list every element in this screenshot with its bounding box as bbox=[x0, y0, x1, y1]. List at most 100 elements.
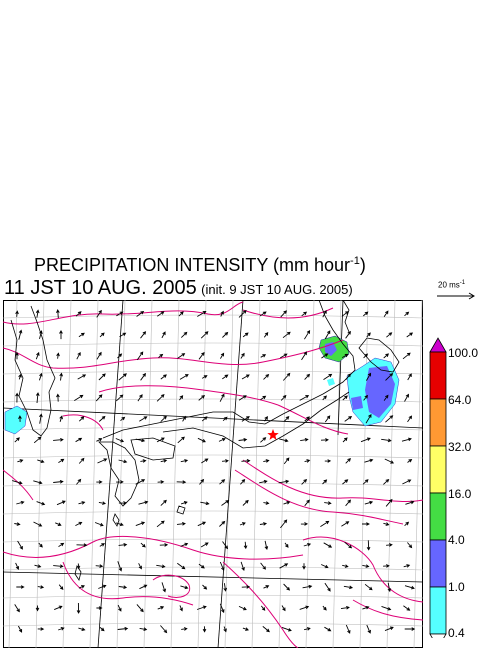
wind-vector bbox=[222, 331, 229, 338]
wind-vector bbox=[366, 372, 372, 381]
wind-vector bbox=[99, 627, 105, 632]
contour-line bbox=[352, 599, 423, 621]
wind-vector bbox=[53, 564, 64, 569]
wind-vector bbox=[387, 582, 392, 593]
wind-vector bbox=[240, 352, 245, 359]
wind-vector bbox=[200, 542, 209, 548]
wind-vector bbox=[342, 437, 348, 443]
coast-hokkaido bbox=[358, 337, 400, 373]
precipitation-map bbox=[3, 300, 423, 648]
contour-line bbox=[222, 561, 299, 648]
graticule-line bbox=[3, 571, 423, 583]
wind-vector bbox=[386, 332, 393, 338]
wind-vector bbox=[179, 605, 183, 612]
wind-vector bbox=[118, 373, 127, 381]
wind-vector bbox=[362, 522, 370, 526]
wind-vector bbox=[263, 373, 270, 380]
wind-vector bbox=[12, 480, 23, 485]
wind-vector bbox=[116, 480, 124, 484]
wind-vector bbox=[54, 605, 63, 611]
wind-vector bbox=[383, 478, 390, 485]
wind-vector bbox=[219, 520, 226, 527]
wind-vector bbox=[37, 627, 45, 631]
wind-vector bbox=[15, 562, 20, 570]
wind-vector bbox=[99, 332, 105, 338]
wind-vector bbox=[263, 459, 270, 463]
wind-vector bbox=[15, 310, 19, 317]
wind-vector bbox=[37, 585, 45, 589]
wind-vector bbox=[36, 501, 46, 506]
wind-vector bbox=[178, 311, 184, 317]
island-amami bbox=[74, 565, 82, 581]
wind-vector bbox=[259, 479, 268, 484]
wind-vector bbox=[240, 479, 246, 485]
wind-vector bbox=[341, 353, 349, 358]
contour-line bbox=[3, 301, 244, 325]
wind-vector bbox=[323, 542, 333, 548]
wind-vector bbox=[404, 521, 410, 527]
wind-vector bbox=[180, 585, 189, 590]
wind-vector bbox=[279, 438, 289, 443]
colorbar-label-100: 100.0 bbox=[448, 346, 479, 360]
wind-vector bbox=[384, 626, 394, 632]
wind-vector bbox=[78, 585, 85, 589]
wind-vector bbox=[156, 564, 166, 569]
wind-vector bbox=[283, 583, 291, 591]
wind-vector bbox=[383, 564, 390, 568]
colorbar-label-16: 16.0 bbox=[448, 487, 472, 501]
wind-vector bbox=[243, 541, 248, 550]
lat-lon-grid bbox=[3, 300, 423, 648]
wind-vector bbox=[342, 479, 349, 485]
grid-latitude-line bbox=[3, 622, 423, 627]
wind-vector bbox=[157, 480, 165, 484]
wind-vector bbox=[56, 500, 66, 506]
wind-vector bbox=[180, 501, 188, 505]
wind-vector bbox=[137, 394, 143, 402]
wind-vector bbox=[260, 605, 266, 611]
wind-vector bbox=[360, 437, 371, 443]
precip-west-cyan bbox=[4, 405, 28, 435]
wind-vector bbox=[284, 542, 289, 548]
wind-vector bbox=[39, 413, 43, 424]
wind-vector bbox=[407, 458, 413, 463]
wind-vector bbox=[139, 416, 148, 422]
wind-vector bbox=[402, 479, 412, 485]
wind-vector bbox=[78, 627, 86, 631]
wind-vector bbox=[218, 437, 226, 442]
wind-vector bbox=[38, 372, 43, 381]
wind-vector bbox=[177, 436, 185, 444]
wind-vector bbox=[118, 459, 128, 464]
wind-vector bbox=[219, 561, 225, 571]
precip-east-blue-small bbox=[351, 396, 363, 410]
wind-vector bbox=[362, 605, 370, 610]
wind-vector bbox=[264, 540, 269, 551]
reference-vector-exponent: -1 bbox=[459, 280, 466, 286]
wind-vector bbox=[407, 542, 413, 549]
wind-vector bbox=[385, 372, 394, 381]
wind-vector bbox=[196, 605, 207, 610]
contour-line bbox=[302, 536, 423, 603]
wind-vector bbox=[402, 352, 411, 360]
wind-vector bbox=[160, 625, 168, 634]
wind-vector bbox=[98, 373, 106, 381]
grid-longitude-line bbox=[35, 300, 45, 648]
wind-vector bbox=[364, 583, 373, 591]
wind-vector bbox=[385, 415, 394, 423]
colorbar-label-0-4: 0.4 bbox=[448, 626, 465, 640]
wind-vector bbox=[179, 374, 189, 380]
wind-vector bbox=[198, 394, 206, 401]
wind-vector bbox=[304, 416, 310, 422]
wind-vector bbox=[322, 395, 327, 401]
coastlines bbox=[10, 300, 400, 581]
contour-line bbox=[3, 339, 344, 369]
wind-vector bbox=[407, 373, 412, 381]
graticule-line bbox=[3, 407, 423, 429]
wind-vector bbox=[35, 392, 40, 404]
wind-vector bbox=[299, 605, 310, 610]
wind-vector bbox=[96, 309, 102, 318]
wind-vector bbox=[117, 561, 123, 572]
contour-line bbox=[62, 561, 194, 606]
wind-vector bbox=[238, 437, 248, 442]
wind-vector bbox=[96, 438, 103, 442]
grid-longitude-line bbox=[197, 300, 207, 648]
